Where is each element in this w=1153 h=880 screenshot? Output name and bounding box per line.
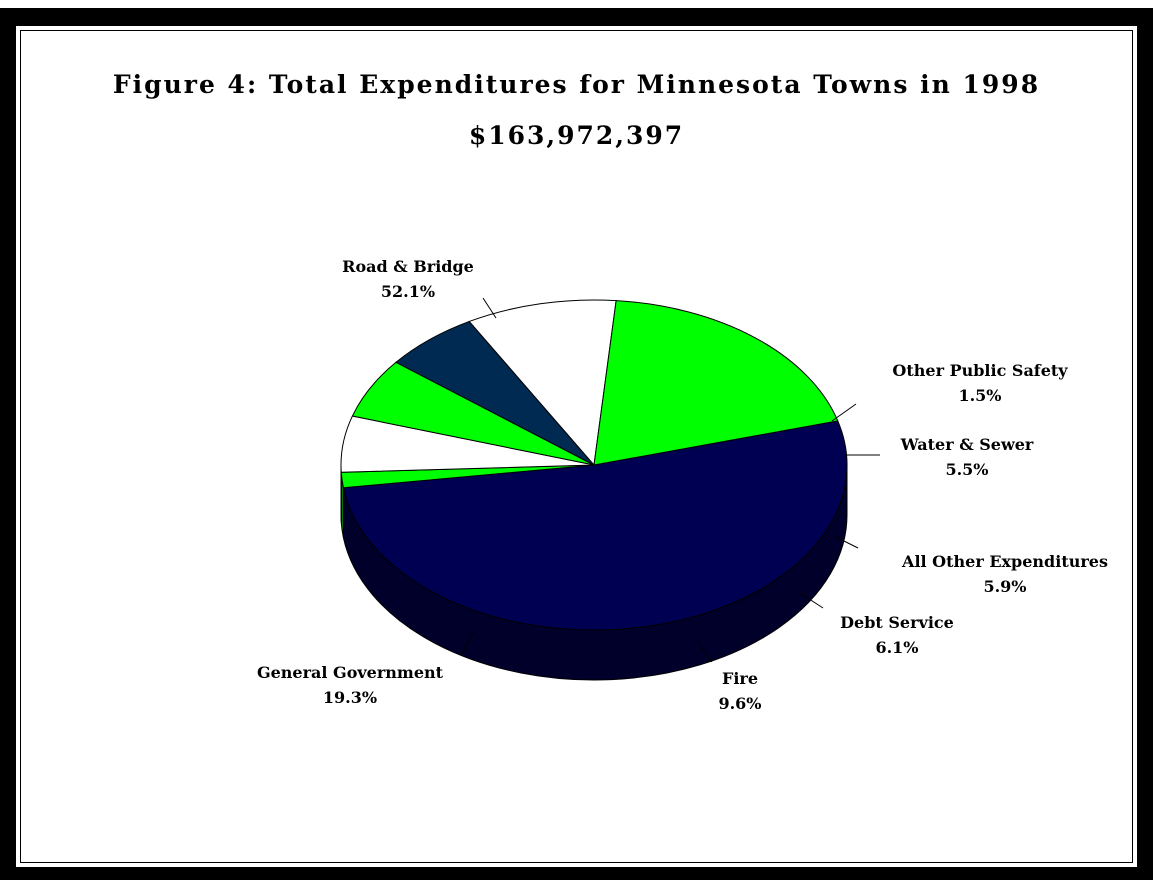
- leader-line-fire: [696, 640, 713, 663]
- slice-percent-general-government: 19.3%: [323, 688, 377, 707]
- slice-percent-road-bridge: 52.1%: [381, 282, 435, 301]
- leader-line-all-other-expenditures: [835, 536, 859, 549]
- slice-percent-all-other-expenditures: 5.9%: [983, 577, 1026, 596]
- chart-border: [20, 30, 1133, 863]
- pie-slices: [340, 299, 848, 631]
- slice-label-debt-service: Debt Service: [840, 613, 954, 632]
- leader-line-road-bridge: [482, 297, 497, 319]
- slice-percent-water-sewer: 5.5%: [945, 460, 988, 479]
- slice-percent-debt-service: 6.1%: [875, 638, 918, 657]
- pie-slice-general-government: [593, 300, 839, 466]
- leader-line-debt-service: [799, 592, 824, 609]
- slice-label-water-sewer: Water & Sewer: [900, 435, 1034, 454]
- slice-label-fire: Fire: [722, 669, 758, 688]
- slice-label-all-other-expenditures: All Other Expenditures: [901, 552, 1108, 571]
- chart-subtitle: $163,972,397: [468, 121, 685, 150]
- pie-slice-fire: [468, 299, 617, 467]
- slice-label-other-public-safety: Other Public Safety: [892, 361, 1068, 380]
- slice-label-general-government: General Government: [257, 663, 444, 682]
- chart-title: Figure 4: Total Expenditures for Minneso…: [112, 70, 1041, 99]
- slice-percent-other-public-safety: 1.5%: [958, 386, 1001, 405]
- leader-lines: [461, 297, 880, 663]
- slice-label-road-bridge: Road & Bridge: [342, 257, 474, 276]
- slice-percent-fire: 9.6%: [718, 694, 761, 713]
- leader-line-general-government: [461, 629, 475, 655]
- leader-line-other-public-safety: [831, 403, 857, 422]
- slice-labels: Road & Bridge 52.1% Other Public Safety 1.5…: [257, 257, 1108, 713]
- pie-slice-road-bridge: [342, 420, 848, 631]
